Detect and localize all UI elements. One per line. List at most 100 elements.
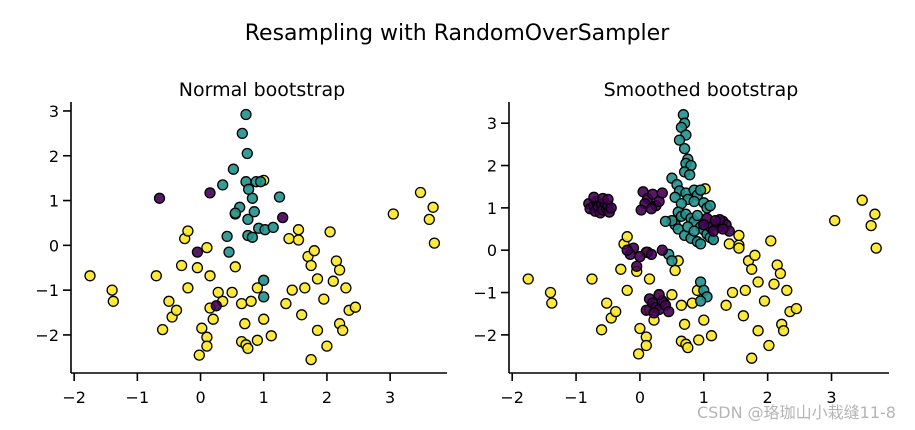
scatter-point-class2 (781, 284, 793, 297)
scatter-point-class1 (673, 134, 686, 146)
x-tick-label: −2 (500, 388, 524, 407)
scatter-point-class2 (723, 238, 735, 250)
x-tick-label: 1 (259, 388, 269, 407)
scatter-point-class1 (273, 191, 286, 203)
scatter-point-class2 (84, 270, 96, 282)
scatter-point-class2 (283, 232, 295, 245)
scatter-point-class0 (277, 211, 289, 224)
scatter-point-class2 (666, 289, 678, 301)
scatter-point-class2 (428, 237, 441, 249)
scatter-point-class0 (621, 244, 633, 256)
scatter-point-class2 (245, 295, 257, 307)
scatter-point-class1 (694, 238, 707, 250)
scatter-point-class2 (522, 273, 534, 285)
scatter-point-class1 (704, 200, 716, 212)
scatter-point-class2 (669, 264, 681, 277)
scatter-point-class1 (258, 274, 270, 286)
scatter-point-class1 (221, 230, 233, 243)
scatter-point-class2 (150, 270, 162, 282)
scatter-point-class2 (621, 231, 633, 243)
scatter-point-class1 (254, 176, 267, 188)
scatter-point-class0 (191, 246, 204, 258)
scatter-point-class2 (427, 201, 439, 213)
scatter-point-class2 (196, 322, 208, 334)
scatter-point-class2 (790, 302, 803, 315)
scatter-point-class2 (226, 286, 238, 299)
scatter-point-class1 (240, 108, 252, 121)
scatter-point-class2 (705, 330, 718, 342)
scatter-point-class1 (688, 195, 700, 208)
scatter-point-class2 (212, 286, 224, 299)
scatter-point-class2 (634, 322, 646, 335)
scatter-point-class2 (308, 245, 320, 257)
scatter-point-class0 (698, 219, 710, 231)
scatter-point-class2 (423, 213, 435, 226)
scatter-point-class2 (296, 309, 308, 321)
scatter-point-class1 (229, 207, 241, 219)
scatter-point-class2 (193, 349, 205, 361)
scatter-point-class2 (746, 352, 758, 364)
scatter-point-class2 (586, 273, 598, 285)
x-tick-label: 2 (322, 388, 332, 407)
scatter-point-class0 (656, 244, 668, 256)
scatter-point-class2 (752, 325, 764, 337)
scatter-point-class2 (682, 341, 694, 354)
scatter-point-class2 (235, 297, 248, 310)
subplot-smoothed-bootstrap: Smoothed bootstrap −2 −1 0 1 2 3 −2 −1 0 1 2 3 (473, 79, 889, 407)
scatter-point-class1 (684, 169, 696, 181)
scatter-point-class0 (709, 214, 721, 227)
scatter-point-class2 (327, 275, 339, 287)
scatter-point-class1 (223, 246, 235, 258)
scatter-point-class1 (678, 142, 691, 155)
scatter-point-class0 (645, 248, 658, 261)
scatter-point-class2 (739, 284, 751, 297)
scatter-point-class1 (241, 147, 253, 160)
scatter-point-class2 (746, 263, 758, 275)
scatter-point-class2 (191, 262, 204, 274)
x-tick-label: −2 (62, 388, 86, 407)
scatter-point-class2 (829, 214, 841, 227)
scatter-point-class1 (248, 206, 260, 218)
scatter-point-class2 (251, 334, 264, 346)
scatter-point-class2 (865, 219, 877, 232)
scatter-point-class2 (720, 299, 732, 311)
scatter-point-class1 (258, 291, 270, 303)
scatter-point-class2 (595, 324, 608, 336)
scatter-point-class2 (615, 263, 627, 275)
scatter-point-class2 (156, 323, 169, 336)
scatter-point-class1 (246, 192, 259, 204)
scatter-point-class0 (648, 307, 660, 319)
scatter-point-class2 (337, 324, 349, 337)
scatter-point-class0 (707, 225, 720, 237)
x-tick-label: 0 (635, 388, 645, 407)
scatter-point-class2 (698, 314, 710, 326)
scatter-point-class2 (733, 242, 745, 254)
scatter-point-class2 (870, 242, 882, 254)
scatter-point-class2 (749, 249, 761, 261)
scatter-point-class2 (678, 318, 691, 330)
scatter-point-class2 (182, 225, 194, 237)
y-tick-label: −2 (35, 326, 59, 345)
x-tick-label: 3 (385, 388, 395, 407)
scatter-point-class2 (333, 264, 346, 276)
scatter-point-class2 (321, 340, 333, 352)
scatter-point-class1 (242, 213, 254, 226)
scatter-point-class2 (106, 284, 118, 296)
y-tick-label: 1 (49, 192, 59, 211)
scatter-point-class1 (236, 127, 248, 140)
subplot-normal-bootstrap: Normal bootstrap −2 −1 0 1 2 3 −2 −1 0 1 2 3 (35, 79, 447, 407)
scatter-point-class0 (653, 289, 665, 301)
scatter-point-class2 (324, 226, 336, 238)
scatter-point-class2 (204, 270, 216, 282)
scatter-point-class2 (675, 299, 688, 311)
y-tick-label: 3 (49, 102, 59, 121)
scatter-point-class2 (292, 234, 305, 246)
scatter-point-class2 (340, 282, 352, 294)
x-tick-label: 1 (699, 388, 709, 407)
scatter-point-class1 (691, 209, 704, 222)
scatter-point-class1 (246, 231, 259, 243)
scatter-point-class2 (632, 348, 645, 360)
scatter-point-class2 (869, 208, 881, 220)
scatter-point-class2 (544, 286, 557, 299)
